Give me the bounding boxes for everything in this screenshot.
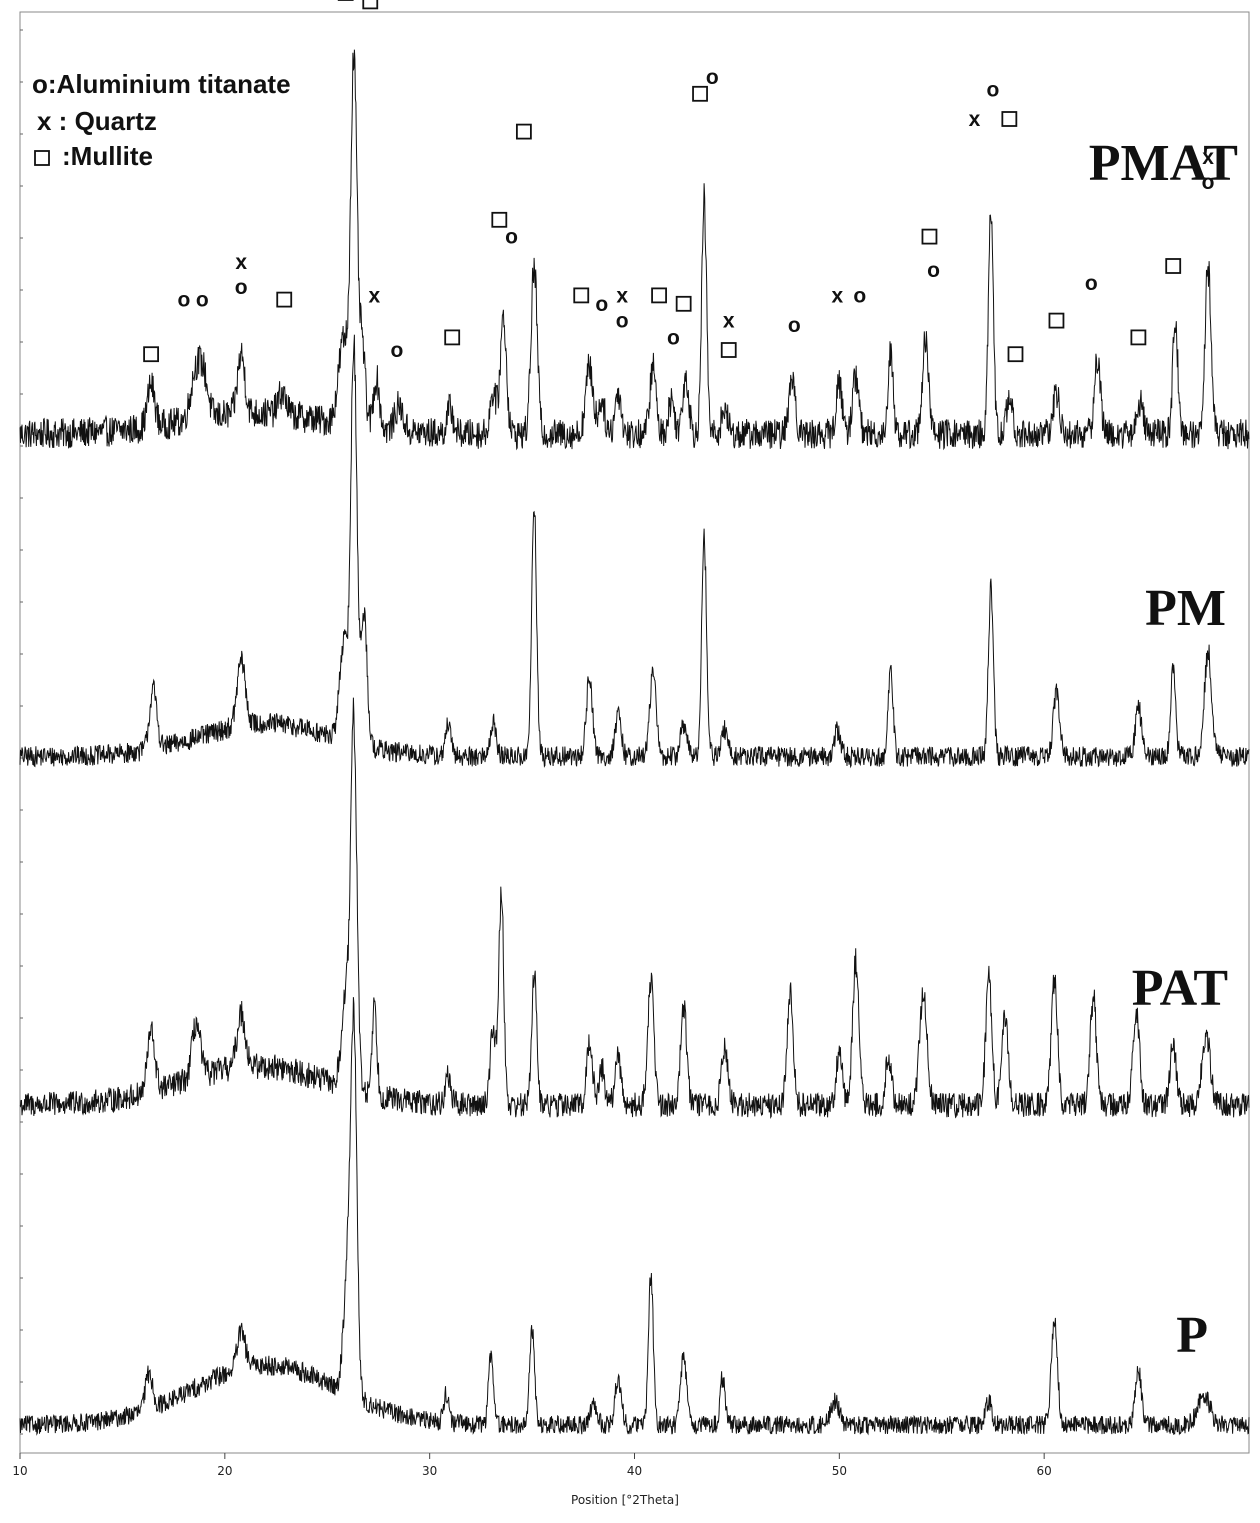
aluminium-titanate-marker: o [667,326,680,349]
x-tick-label: 60 [1037,1464,1052,1478]
sample-labels: PMAT PM PAT P [1089,135,1238,1364]
quartz-marker: x [235,251,247,274]
phase-legend: o:Aluminium titanate x : Quartz :Mullite [32,69,291,171]
aluminium-titanate-marker: o [595,293,608,316]
aluminium-titanate-marker: o [196,289,209,312]
mullite-marker [491,211,508,228]
aluminium-titanate-marker: o [505,226,518,249]
x-tick-label: 20 [217,1464,232,1478]
aluminium-titanate-marker: o [853,284,866,307]
x-axis-title: Position [°2Theta] [571,1493,679,1507]
mullite-marker [651,287,667,304]
mullite-marker [276,291,293,308]
aluminium-titanate-marker: o [390,339,403,362]
quartz-marker: x [831,284,843,307]
legend-label: :Mullite [62,141,153,171]
aluminium-titanate-marker: o [177,289,190,312]
quartz-marker: x [369,284,381,307]
mullite-marker [1001,111,1018,127]
mullite-marker [675,295,692,312]
mullite-marker [362,0,379,10]
x-tick-label: 30 [422,1464,437,1478]
sample-label-p: P [1176,1307,1208,1364]
legend-label: x : Quartz [37,106,157,136]
sample-label-pat: PAT [1132,960,1228,1017]
mullite-marker [573,287,590,304]
quartz-marker: x [1202,146,1214,169]
mullite-marker [720,342,737,358]
y-tick-marks [20,29,23,1435]
aluminium-titanate-marker: o [235,276,248,299]
aluminium-titanate-marker: o [1085,272,1098,295]
aluminium-titanate-marker: o [927,259,940,282]
series-line-pat [19,697,1250,1119]
series-line-p [19,997,1250,1436]
series-line-pmat [19,49,1250,451]
quartz-marker: x [616,284,628,307]
x-tick-label: 10 [12,1464,27,1478]
sample-label-pm: PM [1145,580,1226,637]
x-axis: 10 20 30 40 50 60 [12,1453,1052,1478]
diffraction-patterns [19,49,1250,1436]
aluminium-titanate-marker: o [706,66,719,89]
aluminium-titanate-marker: o [987,79,1000,102]
quartz-marker: x [969,108,981,131]
series-line-pm [19,334,1250,769]
mullite-marker [1130,329,1147,346]
mullite-marker [143,346,159,363]
x-tick-label: 40 [627,1464,642,1478]
mullite-marker [1007,346,1024,363]
aluminium-titanate-marker: o [1202,171,1215,194]
sample-label-pmat: PMAT [1089,135,1238,192]
peak-markers: ooxooxxoooxooxooxooxooxo [143,0,1215,363]
mullite-marker [515,123,532,140]
mullite-marker [1048,312,1065,329]
mullite-marker [921,228,938,245]
quartz-marker: x [723,310,735,333]
aluminium-titanate-marker: o [616,310,629,333]
x-tick-label: 50 [832,1464,847,1478]
mullite-marker [444,329,461,346]
mullite-marker [692,85,708,102]
legend-label: o:Aluminium titanate [32,69,291,99]
mullite-marker [1165,258,1182,274]
aluminium-titanate-marker: o [788,314,801,337]
legend-square-symbol [34,150,50,166]
